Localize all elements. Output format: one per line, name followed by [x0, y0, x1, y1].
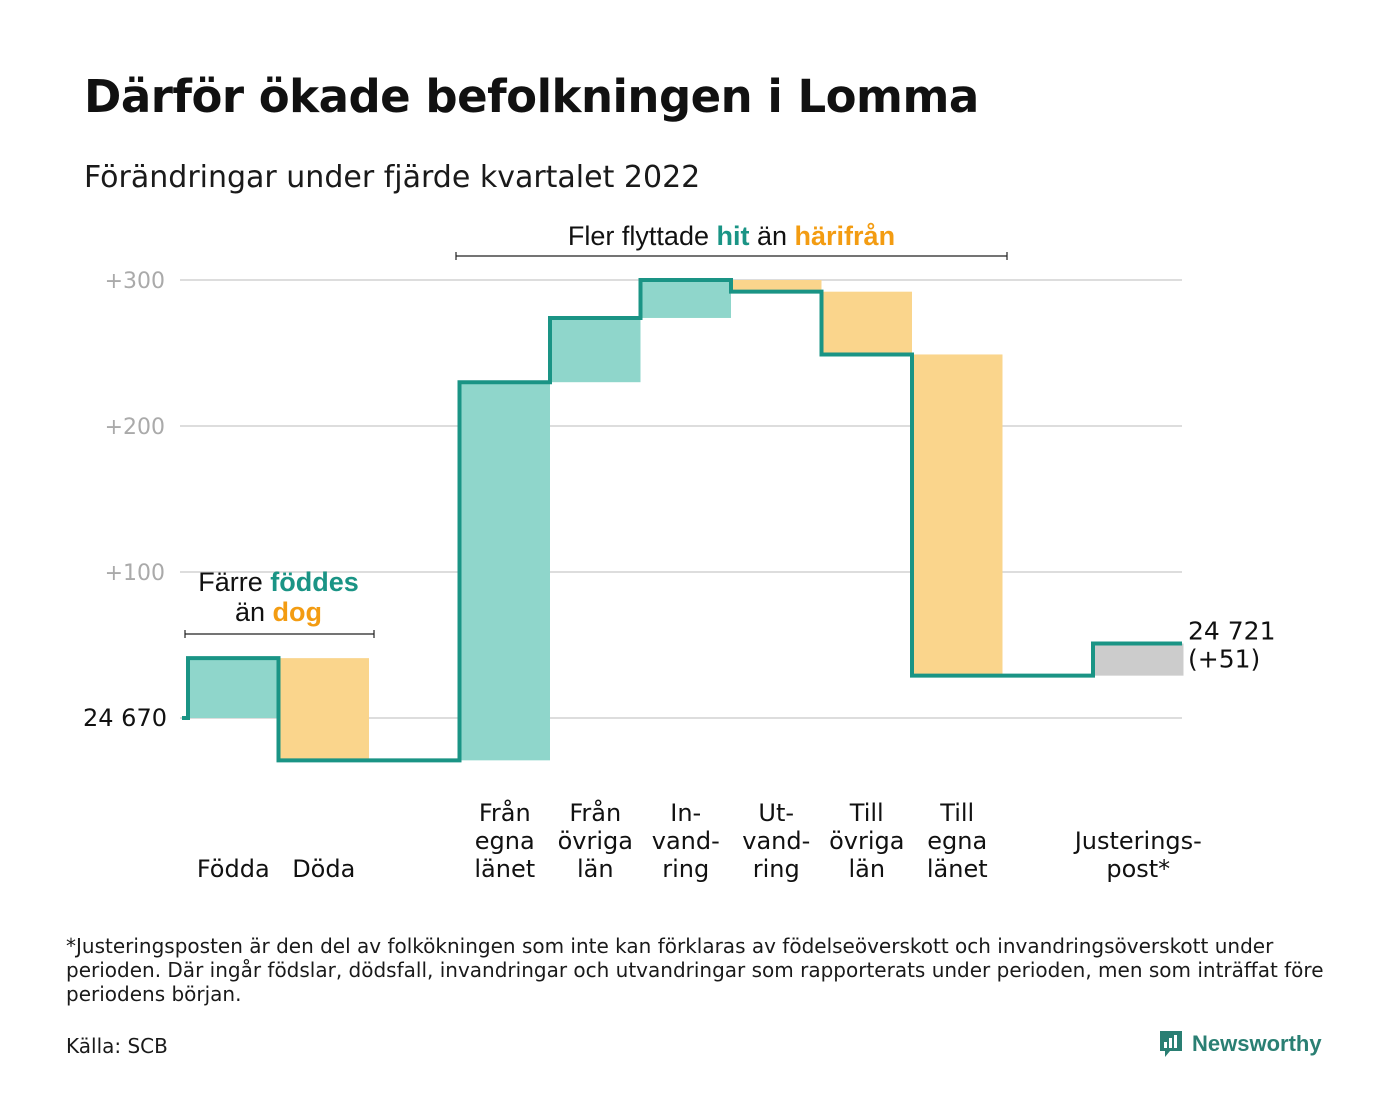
category-label: In-vand-ring [652, 799, 720, 883]
waterfall-bar [459, 382, 550, 761]
waterfall-bar [188, 658, 279, 718]
category-label: Ut-vand-ring [742, 799, 810, 883]
waterfall-bar [1093, 643, 1184, 676]
brand-name: Newsworthy [1192, 1031, 1322, 1056]
moves-annotation: Fler flyttade hit än härifrån [568, 221, 895, 251]
category-label: Till övriga län [829, 799, 904, 883]
category-label: Till egna länet [927, 799, 988, 883]
y-tick-label: +300 [105, 269, 165, 294]
newsworthy-logo-icon [1160, 1031, 1182, 1057]
category-label: Från egna länet [474, 798, 535, 883]
chart-subtitle: Förändringar under fjärde kvartalet 2022 [84, 160, 701, 195]
category-label: Födda [197, 855, 270, 883]
end-change-label: (+51) [1188, 645, 1260, 674]
waterfall-bar [550, 317, 641, 383]
category-label: Justerings-post* [1073, 827, 1202, 883]
waterfall-bar [821, 291, 912, 355]
births-annotation: Färre föddes än dog [198, 567, 359, 627]
end-value-label: 24 721 [1188, 617, 1275, 646]
waterfall-bar [912, 354, 1003, 676]
brand-logo: Newsworthy [1158, 1029, 1322, 1059]
footnote: *Justeringsposten är den del av folkökni… [66, 934, 1324, 1006]
waterfall-bar [640, 280, 731, 318]
category-label: Döda [292, 855, 355, 883]
y-tick-label: +200 [105, 415, 165, 440]
category-label: Från övriga län [558, 798, 633, 883]
start-value-label: 24 670 [83, 704, 167, 732]
chart-title: Därför ökade befolkningen i Lomma [84, 70, 979, 123]
source-label: Källa: SCB [66, 1034, 168, 1058]
cumulative-step-line [182, 278, 1182, 763]
waterfall-bar [278, 658, 369, 761]
waterfall-bar [731, 280, 822, 292]
y-tick-label: +100 [105, 561, 165, 586]
